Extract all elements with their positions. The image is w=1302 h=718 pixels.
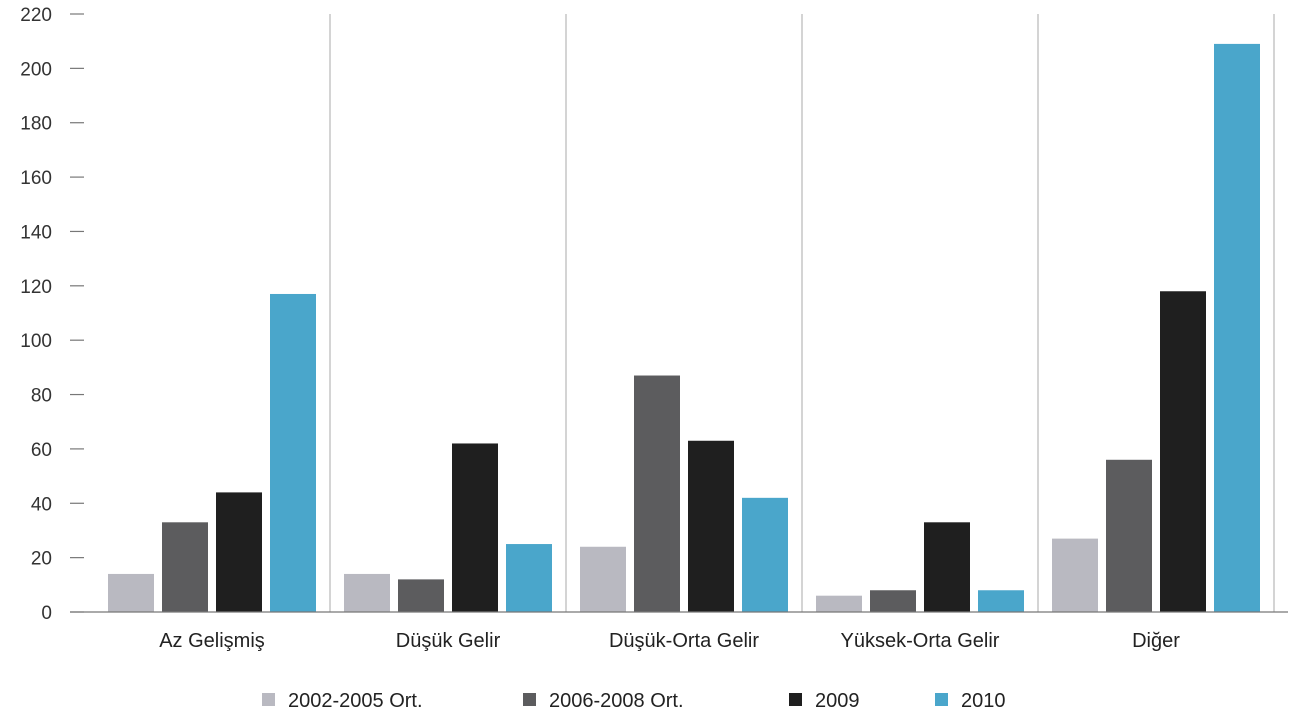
y-tick-label: 20	[31, 549, 52, 570]
x-category-label: Düşük Gelir	[396, 630, 501, 652]
legend-label: 2009	[815, 690, 860, 712]
bars	[108, 43, 1260, 612]
bar-yuksek-orta-gelir-2006-2008-ort	[870, 590, 916, 612]
legend-label: 2010	[961, 690, 1006, 712]
bar-az-gelismis-2006-2008-ort	[162, 522, 208, 612]
y-tick-label: 200	[20, 59, 52, 80]
y-tick-label: 0	[41, 603, 52, 624]
legend-swatch	[789, 693, 802, 706]
bar-dusuk-orta-gelir-2002-2005-ort	[580, 546, 626, 612]
y-tick-label: 160	[20, 168, 52, 189]
x-category-label: Düşük-Orta Gelir	[609, 630, 759, 652]
x-axis-category-labels: Az Gelişmiş Düşük Gelir Düşük-Orta Gelir Yü…	[159, 630, 1180, 652]
bar-dusuk-orta-gelir-2009	[688, 440, 734, 612]
bar-dusuk-gelir-2010	[506, 544, 552, 612]
legend: 2002-2005 Ort. 2006-2008 Ort. 2009 2010	[262, 690, 1006, 712]
bar-az-gelismis-2010	[270, 293, 316, 612]
bar-az-gelismis-2009	[216, 492, 262, 612]
bar-dusuk-gelir-2006-2008-ort	[398, 579, 444, 612]
y-axis-ticks: 0 20 40 60 80 100 120 140 160 180 200 220	[20, 5, 84, 624]
category-separators	[329, 14, 1275, 612]
bar-diger-2002-2005-ort	[1052, 538, 1098, 612]
y-tick-label: 100	[20, 331, 52, 352]
legend-swatch	[262, 693, 275, 706]
y-tick-label: 60	[31, 440, 52, 461]
y-tick-label: 80	[31, 386, 52, 407]
legend-label: 2006-2008 Ort.	[549, 690, 684, 712]
x-category-label: Yüksek-Orta Gelir	[841, 630, 1000, 652]
bar-diger-2006-2008-ort	[1106, 459, 1152, 612]
bar-diger-2010	[1214, 43, 1260, 612]
y-tick-label: 140	[20, 222, 52, 243]
legend-swatch	[935, 693, 948, 706]
bar-yuksek-orta-gelir-2002-2005-ort	[816, 595, 862, 612]
bar-az-gelismis-2002-2005-ort	[108, 573, 154, 612]
bar-yuksek-orta-gelir-2009	[924, 522, 970, 612]
bar-dusuk-gelir-2002-2005-ort	[344, 573, 390, 612]
x-category-label: Az Gelişmiş	[159, 630, 265, 652]
y-tick-label: 180	[20, 114, 52, 135]
bar-yuksek-orta-gelir-2010	[978, 590, 1024, 612]
legend-label: 2002-2005 Ort.	[288, 690, 423, 712]
legend-swatch	[523, 693, 536, 706]
bar-dusuk-orta-gelir-2010	[742, 497, 788, 612]
bar-diger-2009	[1160, 291, 1206, 612]
x-category-label: Diğer	[1132, 630, 1180, 652]
bar-dusuk-orta-gelir-2006-2008-ort	[634, 375, 680, 612]
y-tick-label: 40	[31, 494, 52, 515]
bar-dusuk-gelir-2009	[452, 443, 498, 612]
y-tick-label: 220	[20, 5, 52, 26]
y-tick-label: 120	[20, 277, 52, 298]
